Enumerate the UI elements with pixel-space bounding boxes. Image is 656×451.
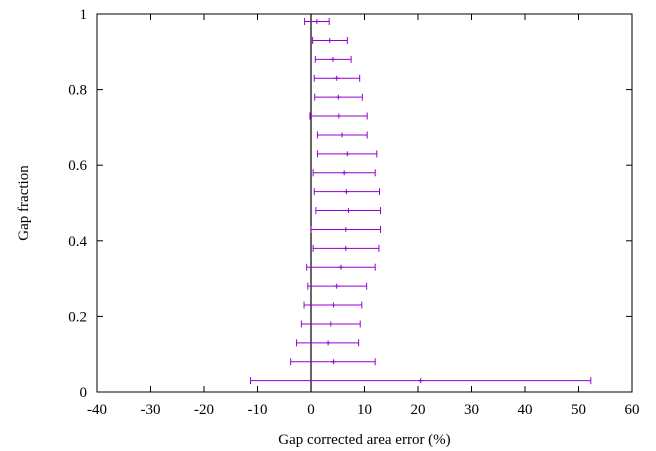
x-tick-label: -10 [248,402,268,418]
x-tick-label: 30 [464,402,479,418]
x-tick-label: -20 [194,402,214,418]
x-tick-label: 40 [518,402,533,418]
error-bar-point [314,93,363,101]
error-bar-point [315,207,382,215]
error-bar-point [303,301,363,309]
y-tick-label: 0.4 [68,234,87,250]
error-bar-point [296,339,360,347]
plot-frame [96,13,633,393]
error-bar-point [304,18,330,26]
error-bar-point [316,150,378,158]
y-tick-label: 0.6 [68,158,87,174]
error-bar-point [314,55,352,63]
error-bar-point [309,112,368,120]
x-tick-label: -40 [87,402,107,418]
y-tick-label: 0 [80,385,88,401]
error-bar-point [313,188,380,196]
x-tick-label: 10 [357,402,372,418]
x-tick-label: 60 [625,402,640,418]
error-bar-point [250,377,592,385]
ticks-layer: -40 -30 -20 -10 0 10 20 30 40 50 60 0 0.2 0.4 0.6 0.8 1 [68,7,639,418]
error-bar-point [310,225,382,233]
error-bar-point [313,74,361,82]
x-tick-label: 50 [571,402,586,418]
error-bar-point [312,244,380,252]
error-bar-point [290,358,376,366]
x-tick-label: -30 [141,402,161,418]
x-tick-label: 0 [307,402,315,418]
x-tick-label: 20 [411,402,426,418]
y-tick-label: 1 [80,7,88,23]
y-tick-label: 0.2 [68,309,87,325]
error-bar-point [312,36,348,44]
error-bar-point [306,263,376,271]
y-axis-label: Gap fraction [16,165,32,241]
x-axis-label: Gap corrected area error (%) [278,432,450,448]
error-bars-layer [250,18,592,385]
y-tick-label: 0.8 [68,83,87,99]
error-bar-point [316,131,368,139]
error-bar-point [300,320,361,328]
error-bar-point [307,282,368,290]
error-bar-point [312,169,376,177]
